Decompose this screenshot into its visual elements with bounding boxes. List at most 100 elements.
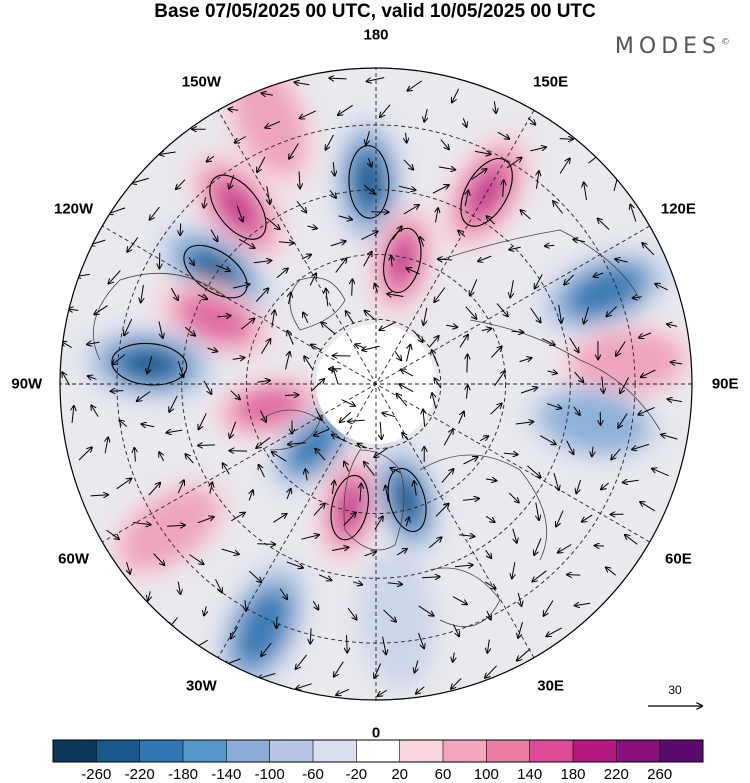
wind-arrow: [365, 311, 375, 320]
wind-arrow: [279, 588, 287, 600]
wind-arrow: [615, 259, 628, 262]
wind-arrow: [387, 294, 404, 297]
wind-arrow: [491, 346, 502, 358]
wind-arrow: [230, 390, 240, 400]
wind-arrow: [127, 237, 139, 251]
wind-arrow: [216, 264, 230, 271]
wind-arrow: [438, 259, 452, 260]
wind-arrow: [257, 156, 266, 172]
coastlines: [93, 229, 661, 628]
wind-arrow: [435, 378, 442, 389]
wind-arrow: [87, 342, 100, 344]
wind-arrow: [638, 406, 655, 414]
colorbar-tick: 100: [473, 766, 499, 783]
wind-arrow: [382, 413, 396, 417]
wind-arrow: [424, 108, 427, 122]
wind-arrow: [530, 147, 546, 152]
wind-arrow: [127, 561, 131, 574]
wind-arrow: [556, 510, 564, 527]
wind-arrow: [276, 269, 288, 279]
wind-arrow: [229, 174, 235, 189]
wind-arrow: [318, 574, 331, 581]
wind-arrow: [307, 226, 317, 229]
wind-arrow: [459, 335, 468, 348]
wind-arrow: [453, 624, 460, 637]
wind-arrow: [309, 273, 316, 286]
wind-arrow: [573, 406, 580, 415]
wind-arrow: [249, 490, 253, 501]
wind-arrow: [332, 481, 334, 495]
wind-arrow: [361, 231, 377, 240]
colorbar-tick: 60: [434, 766, 452, 783]
longitude-label: 150E: [533, 73, 569, 91]
colorbar-swatch: [226, 740, 270, 762]
wind-arrow: [559, 139, 573, 140]
colorbar-swatch: [139, 740, 184, 762]
wind-arrow: [573, 239, 586, 241]
wind-arrow: [180, 223, 181, 236]
wind-arrow: [481, 329, 491, 331]
wind-arrow: [383, 609, 397, 622]
wind-arrow: [285, 395, 298, 396]
wind-arrow: [332, 547, 348, 550]
longitude-label: 90W: [11, 375, 43, 393]
wind-arrow: [452, 88, 460, 103]
wind-arrow: [313, 503, 325, 516]
wind-arrow: [396, 549, 407, 556]
wind-arrow: [463, 118, 466, 127]
wind-arrow: [111, 391, 124, 392]
meridian: [217, 110, 535, 658]
wind-arrow: [210, 483, 213, 494]
colorbar-tick: -20: [345, 766, 368, 783]
wind-arrow: [510, 280, 513, 297]
wind-arrow: [258, 673, 276, 679]
wind-arrow: [301, 535, 319, 540]
wind-arrow: [166, 525, 185, 526]
colorbar: [52, 739, 704, 763]
colorbar-swatch: [53, 740, 97, 762]
wind-arrow: [471, 169, 487, 180]
wind-arrow: [343, 513, 356, 527]
wind-arrow: [287, 331, 294, 345]
wind-arrow: [465, 306, 477, 319]
longitude-label: 30W: [185, 677, 217, 695]
wind-arrow: [667, 324, 678, 326]
wind-arrow: [285, 352, 290, 370]
wind-arrow: [394, 350, 401, 360]
wind-arrow: [153, 553, 165, 566]
wind-arrow: [321, 323, 336, 335]
wind-arrow: [530, 307, 541, 322]
wind-arrow: [509, 247, 521, 250]
wind-arrow: [465, 191, 468, 207]
wind-arrow: [232, 358, 245, 360]
colorbar-tick: -180: [167, 766, 199, 783]
wind-arrow: [198, 445, 215, 446]
wind-arrow: [403, 205, 419, 215]
wind-arrow: [380, 104, 391, 117]
wind-arrow: [574, 371, 584, 382]
wind-arrow: [94, 305, 108, 315]
map-title: Base 07/05/2025 00 UTC, valid 10/05/2025…: [154, 1, 596, 22]
wind-arrow: [272, 310, 275, 328]
colorbar-tick: -220: [124, 766, 155, 783]
wind-arrow: [423, 410, 425, 427]
brand-logo: MODES©: [615, 34, 730, 59]
wind-arrow: [446, 325, 457, 327]
wind-arrow: [380, 421, 381, 439]
wind-arrow: [547, 371, 557, 373]
wind-arrow: [391, 256, 392, 267]
wind-arrow: [378, 689, 387, 696]
wind-arrow: [576, 479, 582, 493]
colorbar-tick: 260: [647, 766, 673, 783]
wind-arrow: [374, 516, 383, 530]
wind-arrow: [189, 554, 203, 565]
latitude-circle: [245, 253, 507, 515]
wind-arrow: [366, 131, 370, 144]
wind-arrow: [479, 436, 488, 441]
wind-arrow: [124, 318, 133, 335]
wind-arrow: [485, 549, 492, 558]
wind-arrow: [341, 399, 355, 406]
wind-arrow: [494, 371, 505, 387]
wind-arrow: [392, 226, 402, 240]
